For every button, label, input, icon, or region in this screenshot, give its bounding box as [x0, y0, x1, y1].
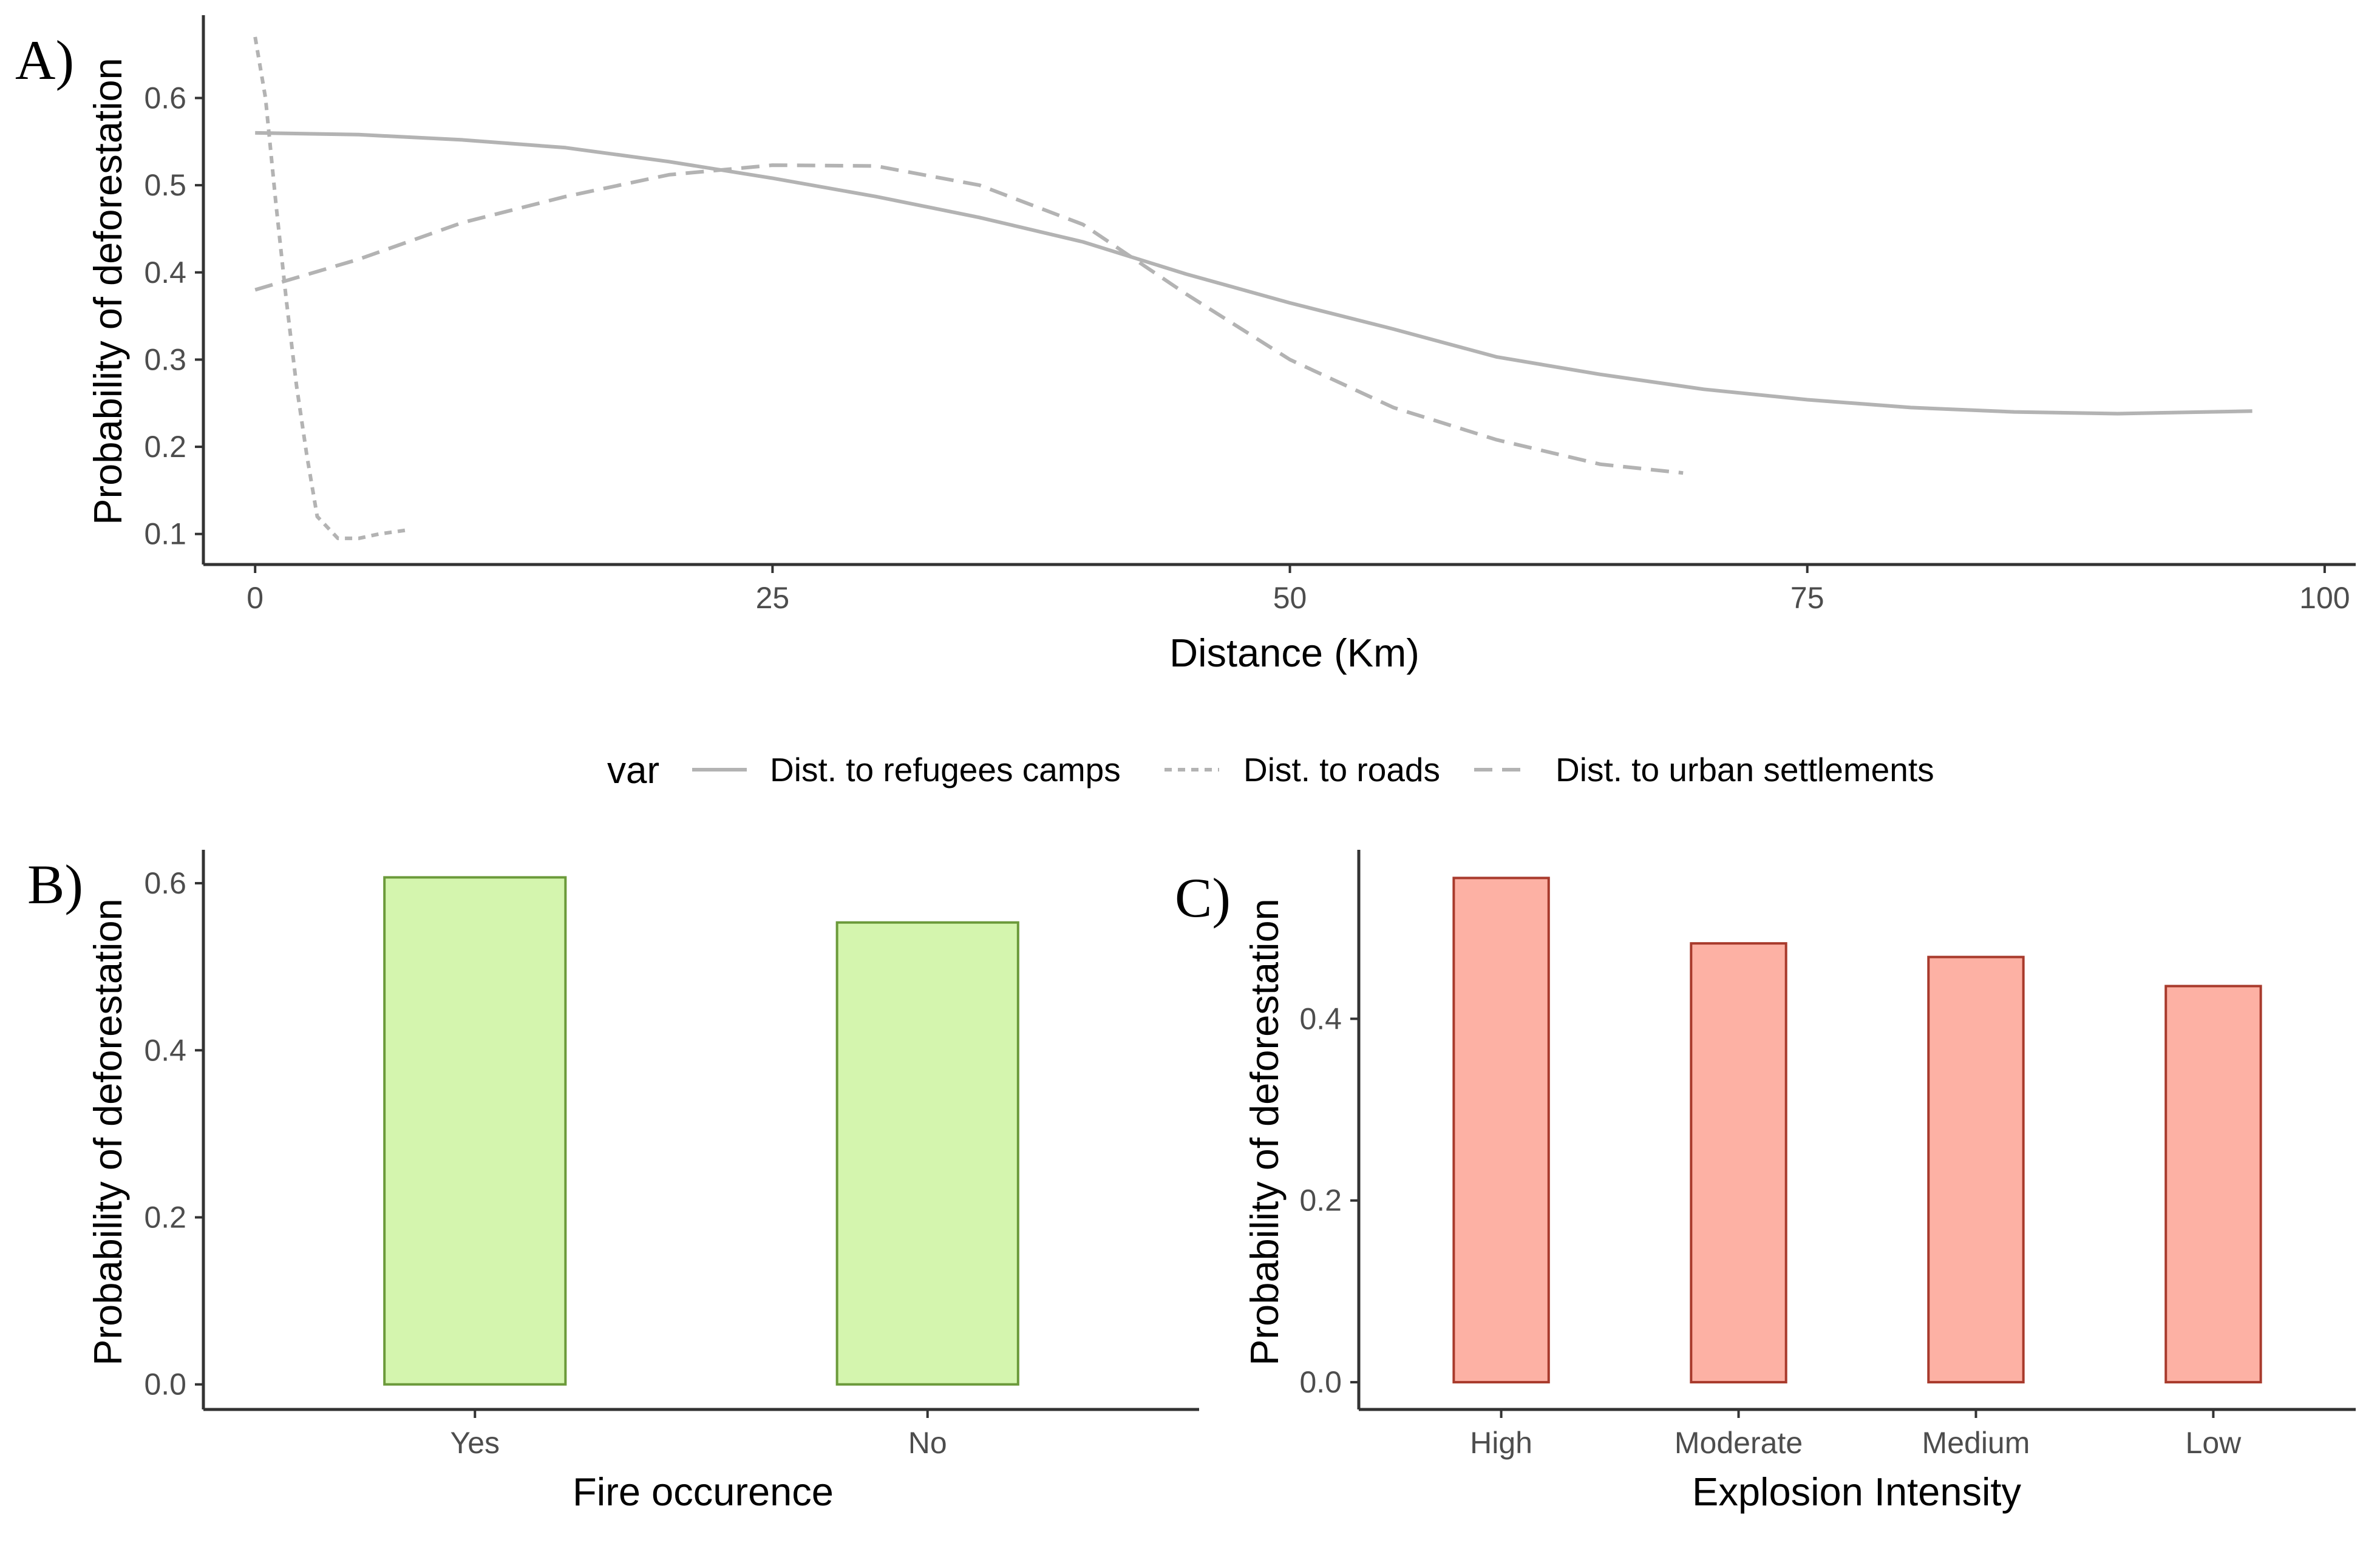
- legend-label-roads: Dist. to roads: [1243, 751, 1440, 788]
- panel-a-xlabel: Distance (Km): [1169, 631, 1420, 675]
- panel-a-plot: 0.1 0.2 0.3 0.4 0.5 0.6 0 25 50 75 100: [144, 15, 2356, 615]
- panel-a-y-tick-label: 0.3: [144, 342, 186, 376]
- panel-c-xlabel: Explosion Intensity: [1692, 1470, 2021, 1514]
- panel-b-y-tick-label: 0.6: [144, 866, 186, 900]
- panel-a-y-tick-label: 0.4: [144, 256, 186, 290]
- panel-c-plot: 0.0 0.2 0.4 High Moderate Medium Low: [1299, 850, 2356, 1460]
- panel-a-x-tick-label: 75: [1790, 581, 1824, 615]
- panel-a-y-tick-label: 0.1: [144, 517, 186, 551]
- panel-c-y-tick-label: 0.4: [1299, 1002, 1342, 1036]
- series-line-refugees-camps: [255, 131, 2252, 416]
- panel-b-plot: 0.0 0.2 0.4 0.6 Yes No: [144, 850, 1199, 1460]
- legend: var Dist. to refugees camps Dist. to roa…: [607, 750, 1934, 792]
- panel-b-y-tick-label: 0.4: [144, 1033, 186, 1067]
- panel-a-y-tick-label: 0.2: [144, 430, 186, 464]
- series-line-urban-settlements: [254, 163, 1684, 475]
- panel-a-letter: A): [15, 29, 74, 91]
- legend-label-urban: Dist. to urban settlements: [1555, 751, 1934, 788]
- series-line-roads: [253, 36, 411, 540]
- panel-c-letter: C): [1175, 867, 1231, 929]
- panel-a-ylabel: Probability of deforestation: [86, 58, 130, 525]
- panel-c-y-tick-label: 0.2: [1299, 1184, 1342, 1218]
- panel-c-ylabel: Probability of deforestation: [1242, 898, 1287, 1366]
- panel-c-bar-low: [2164, 985, 2262, 1384]
- panel-c-x-tick-label: High: [1470, 1426, 1532, 1460]
- panel-a-y-tick-label: 0.6: [144, 81, 186, 115]
- panel-c-bar-moderate: [1690, 942, 1787, 1384]
- panel-b-letter: B): [27, 853, 83, 915]
- legend-label-refugees: Dist. to refugees camps: [770, 751, 1121, 788]
- panel-c-bar-medium: [1927, 955, 2025, 1384]
- panel-b-y-tick-label: 0.2: [144, 1200, 186, 1234]
- panel-c-x-tick-label: Medium: [1922, 1426, 2030, 1460]
- panel-c-x-tick-label: Low: [2186, 1426, 2242, 1460]
- panel-a-y-tick-label: 0.5: [144, 168, 186, 202]
- panel-b-bar-yes: [383, 876, 567, 1386]
- panel-b-bar-no: [835, 921, 1019, 1386]
- panel-b-ylabel: Probability of deforestation: [86, 898, 130, 1366]
- panel-b-y-tick-label: 0.0: [144, 1368, 186, 1402]
- panel-a-x-tick-label: 0: [246, 581, 264, 615]
- panel-c-y-tick-label: 0.0: [1299, 1365, 1342, 1399]
- panel-b-x-tick-label: No: [908, 1426, 947, 1460]
- panel-b-xlabel: Fire occurence: [573, 1470, 834, 1514]
- panel-a-x-tick-label: 25: [756, 581, 790, 615]
- panel-b-x-tick-label: Yes: [450, 1426, 500, 1460]
- panel-c-bar-high: [1452, 877, 1550, 1384]
- panel-a-x-tick-label: 100: [2299, 581, 2350, 615]
- panel-a-x-tick-label: 50: [1273, 581, 1307, 615]
- legend-title: var: [607, 750, 659, 792]
- panel-c-x-tick-label: Moderate: [1674, 1426, 1803, 1460]
